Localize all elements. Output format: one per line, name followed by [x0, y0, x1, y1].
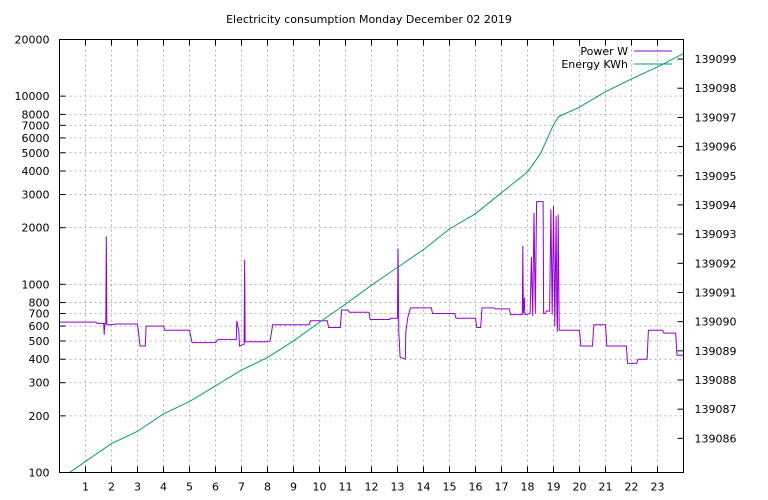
- x-tick-label: 23: [651, 481, 665, 494]
- x-tick-label: 20: [573, 481, 587, 494]
- x-tick-label: 8: [264, 481, 271, 494]
- y-left-tick-label: 500: [29, 335, 50, 348]
- power-series-line: [59, 201, 684, 364]
- series-lines: [59, 53, 684, 473]
- y-left-tick-label: 2000: [22, 222, 50, 235]
- x-axis: 1 2 3 4 5 6 7 8 9 10 11 12 13 14 15 16 17 18 19 20 21 22 23: [82, 39, 665, 494]
- x-tick-label: 9: [290, 481, 297, 494]
- y-left-tick-label: 4000: [22, 165, 50, 178]
- y-left-tick-label: 800: [29, 297, 50, 310]
- x-tick-label: 17: [495, 481, 509, 494]
- x-tick-label: 14: [417, 481, 431, 494]
- y-right-tick-label: 139087: [695, 403, 737, 416]
- chart-title: Electricity consumption Monday December …: [226, 13, 512, 26]
- x-tick-label: 4: [160, 481, 167, 494]
- y-right-tick-label: 139088: [695, 374, 737, 387]
- legend-label-energy: Energy KWh: [561, 58, 628, 71]
- x-tick-label: 15: [443, 481, 457, 494]
- legend-label-power: Power W: [580, 45, 628, 58]
- y-left-tick-label: 5000: [22, 147, 50, 160]
- y-right-tick-label: 139098: [695, 82, 737, 95]
- x-tick-label: 5: [186, 481, 193, 494]
- y-left-tick-label: 1000: [22, 278, 50, 291]
- right-axis: 139086 139087 139088 139089 139090 139091 1390…: [677, 53, 737, 445]
- y-right-tick-label: 139092: [695, 257, 737, 270]
- y-right-tick-label: 139091: [695, 286, 737, 299]
- y-left-tick-label: 200: [29, 410, 50, 423]
- y-left-tick-label: 300: [29, 377, 50, 390]
- y-left-tick-label: 7000: [22, 119, 50, 132]
- grid: [59, 39, 684, 473]
- x-tick-label: 2: [108, 481, 115, 494]
- x-tick-label: 3: [134, 481, 141, 494]
- y-left-tick-label: 8000: [22, 108, 50, 121]
- y-right-tick-label: 139096: [695, 141, 737, 154]
- y-right-tick-label: 139093: [695, 228, 737, 241]
- x-tick-label: 12: [365, 481, 379, 494]
- x-tick-label: 10: [313, 481, 327, 494]
- x-tick-label: 7: [238, 481, 245, 494]
- x-tick-label: 16: [469, 481, 483, 494]
- y-right-tick-label: 139097: [695, 111, 737, 124]
- y-left-tick-label: 6000: [22, 132, 50, 145]
- y-left-tick-label: 3000: [22, 189, 50, 202]
- y-left-tick-label: 100: [29, 467, 50, 480]
- y-right-tick-label: 139095: [695, 170, 737, 183]
- x-tick-label: 13: [391, 481, 405, 494]
- legend: Power W Energy KWh: [561, 45, 672, 71]
- y-left-tick-label: 600: [29, 320, 50, 333]
- x-tick-label: 1: [82, 481, 89, 494]
- x-tick-label: 22: [625, 481, 639, 494]
- y-right-tick-label: 139094: [695, 199, 737, 212]
- y-right-tick-label: 139086: [695, 432, 737, 445]
- x-tick-label: 19: [547, 481, 561, 494]
- x-tick-label: 11: [339, 481, 353, 494]
- y-right-tick-label: 139090: [695, 316, 737, 329]
- y-right-tick-label: 139089: [695, 345, 737, 358]
- energy-series-line: [68, 53, 684, 473]
- y-left-tick-label: 20000: [15, 34, 50, 47]
- y-left-tick-label: 700: [29, 307, 50, 320]
- x-tick-label: 6: [212, 481, 219, 494]
- y-right-tick-label: 139099: [695, 53, 737, 66]
- plot-frame: [59, 39, 684, 473]
- y-left-tick-label: 10000: [15, 90, 50, 103]
- x-tick-label: 18: [521, 481, 535, 494]
- x-tick-label: 21: [599, 481, 613, 494]
- y-left-tick-label: 400: [29, 353, 50, 366]
